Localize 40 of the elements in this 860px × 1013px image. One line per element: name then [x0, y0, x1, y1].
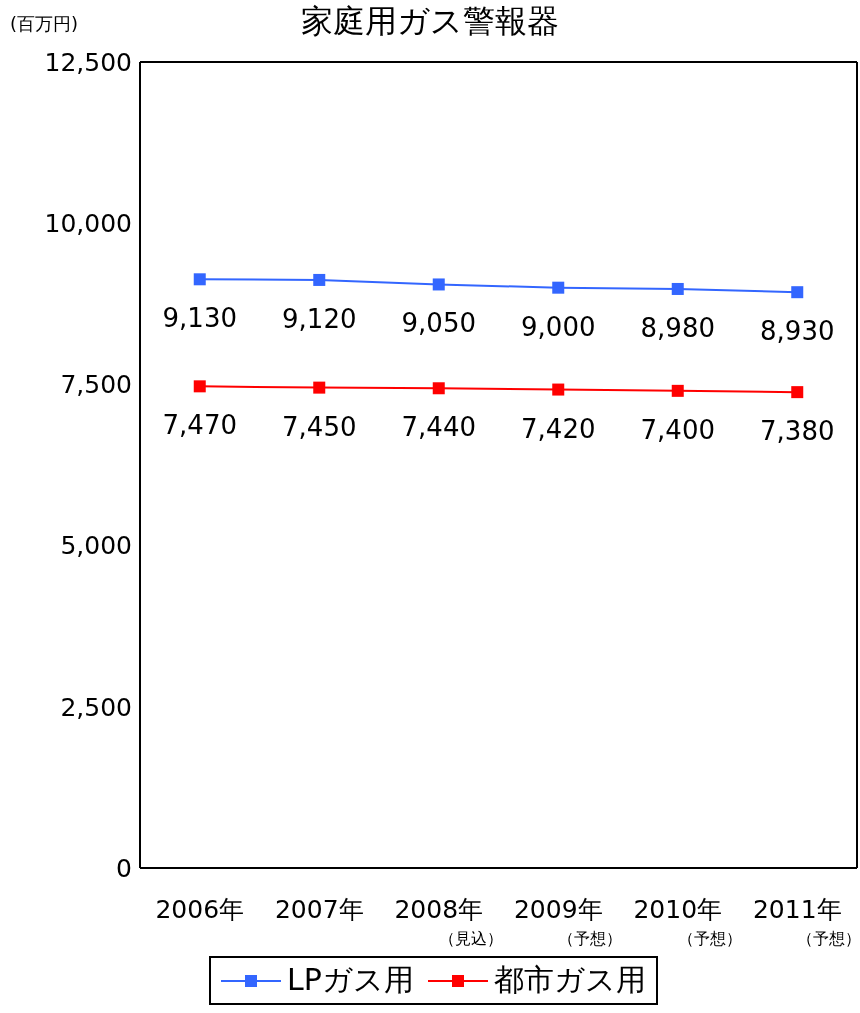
data-label: 8,980: [640, 312, 715, 343]
x-tick-label: 2008年（見込）: [394, 895, 503, 948]
legend-label: 都市ガス用: [492, 961, 646, 999]
data-label: 9,000: [521, 311, 596, 342]
point: [791, 386, 804, 399]
chart-title: 家庭用ガス警報器: [301, 2, 559, 40]
x-tick-label: 2007年: [274, 895, 364, 924]
point: [432, 382, 445, 395]
y-tick-label: 0: [116, 853, 132, 883]
data-label: 9,120: [282, 303, 357, 334]
data-label: 7,470: [162, 410, 237, 441]
data-label: 9,130: [162, 303, 237, 334]
x-tick-label: 2006年: [155, 895, 245, 924]
data-label: 7,440: [401, 412, 476, 443]
point: [552, 281, 565, 294]
point: [193, 273, 206, 286]
point: [791, 286, 804, 299]
x-tick-label: 2011年（予想）: [752, 895, 860, 948]
data-label: 7,380: [760, 416, 835, 447]
data-label: 9,050: [401, 308, 476, 339]
x-tick-label: 2010年（予想）: [633, 895, 742, 948]
x-tick-label: 2009年（予想）: [513, 895, 623, 948]
point: [432, 278, 445, 291]
y-axis-title: (百万円): [10, 12, 79, 36]
y-tick-label: 12,500: [44, 47, 132, 77]
point: [671, 384, 684, 397]
point: [313, 381, 326, 394]
y-tick-label: 7,500: [60, 370, 132, 400]
y-tick-label: 5,000: [60, 531, 132, 561]
y-tick-label: 2,500: [60, 692, 132, 722]
point: [193, 380, 206, 393]
legend-label: LPガス用: [286, 961, 414, 999]
y-tick-label: 10,000: [44, 209, 132, 239]
data-label: 8,930: [760, 316, 835, 347]
point: [313, 273, 326, 286]
data-label: 7,400: [640, 414, 715, 445]
point: [671, 282, 684, 295]
data-label: 7,450: [282, 411, 357, 442]
data-label: 7,420: [521, 413, 596, 444]
point: [552, 383, 565, 396]
